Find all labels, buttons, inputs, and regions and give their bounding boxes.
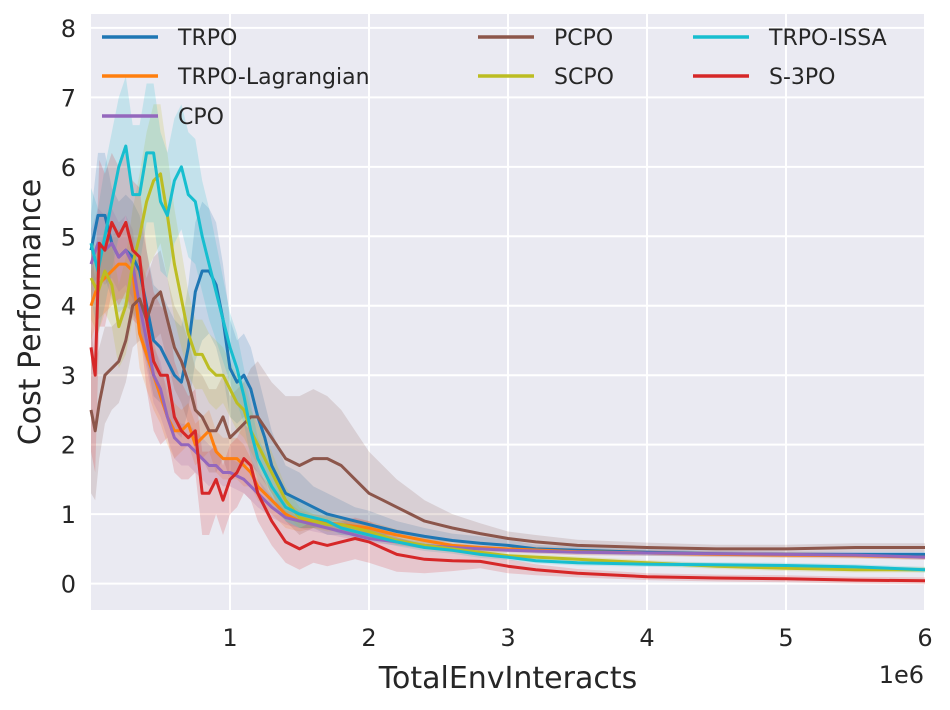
- x-tick-label: 5: [778, 624, 793, 652]
- y-tick-labels: 0 1 2 3 4 5 6 7 8: [61, 15, 76, 599]
- series-lines: [89, 144, 926, 583]
- legend-label-cpo: CPO: [178, 105, 224, 130]
- y-tick-label: 2: [61, 432, 76, 460]
- y-tick-label: 3: [61, 362, 76, 390]
- gridlines: [91, 14, 926, 610]
- legend-label-pcpo: PCPO: [554, 26, 613, 51]
- series-line-cpo: [89, 241, 926, 559]
- series-line-pcpo: [89, 290, 925, 551]
- y-tick-label: 8: [61, 15, 76, 43]
- y-tick-label: 4: [61, 293, 76, 321]
- y-tick-label: 6: [61, 154, 76, 182]
- confidence-bands: [91, 76, 925, 585]
- band-trpo-issa: [91, 76, 925, 573]
- legend: TRPO TRPO-Lagrangian CPO PCPO SCPO TRPO-ISSA S…: [102, 26, 887, 130]
- x-tick-labels: 1 2 3 4 5 6: [222, 624, 932, 652]
- x-tick-label: 6: [917, 624, 932, 652]
- band-pcpo: [91, 250, 925, 553]
- y-tick-label: 1: [61, 501, 76, 529]
- y-tick-label: 0: [61, 571, 76, 599]
- x-tick-label: 2: [361, 624, 376, 652]
- y-axis-label: Cost Performance: [13, 179, 48, 445]
- x-axis-label: TotalEnvInteracts: [378, 661, 637, 696]
- legend-label-trpo-lagrangian: TRPO-Lagrangian: [177, 65, 370, 90]
- legend-label-trpo: TRPO: [177, 26, 237, 51]
- legend-label-scpo: SCPO: [554, 65, 614, 90]
- x-tick-label: 1: [222, 624, 237, 652]
- x-tick-label: 4: [639, 624, 654, 652]
- series-line-s-3po: [89, 220, 926, 583]
- x-tick-label: 3: [500, 624, 515, 652]
- series-line-trpo-issa: [89, 144, 926, 572]
- x-offset-label: 1e6: [879, 661, 924, 689]
- legend-label-s-3po: S-3PO: [769, 65, 835, 90]
- series-line-scpo: [89, 172, 925, 572]
- legend-label-trpo-issa: TRPO-ISSA: [768, 26, 887, 51]
- y-tick-label: 7: [61, 84, 76, 112]
- y-tick-label: 5: [61, 223, 76, 251]
